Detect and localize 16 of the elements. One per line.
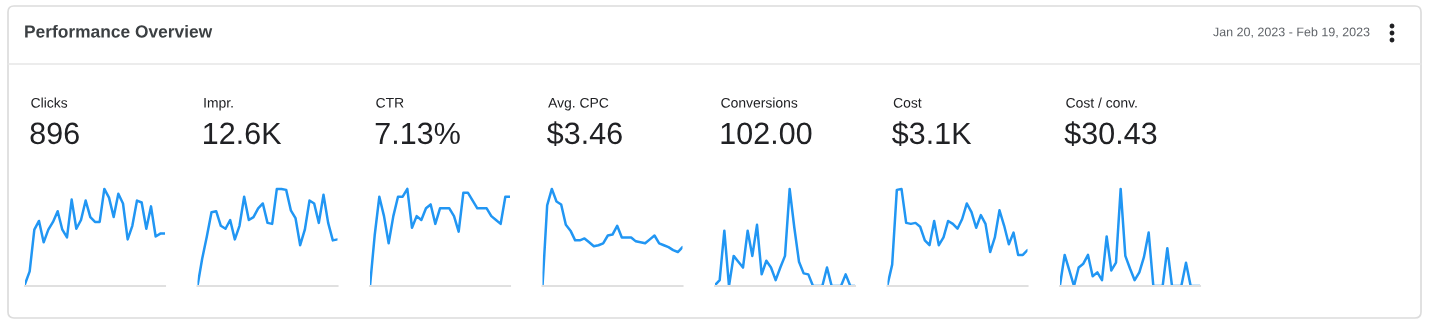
text: Jan 20, 2023 - Feb 19, 2023 bbox=[1213, 27, 1370, 38]
chart-subtitle: $30.43 bbox=[1064, 121, 1157, 147]
chart-subtitle: 896 bbox=[30, 122, 79, 145]
text: Performance Overview bbox=[25, 24, 213, 38]
chart-subtitle: $3.46 bbox=[547, 121, 622, 147]
chart-title: Cost bbox=[893, 97, 922, 108]
chart-title: Avg. CPC bbox=[548, 97, 609, 111]
chart-title: Impr. bbox=[204, 98, 233, 111]
chart-subtitle: 102.00 bbox=[721, 122, 812, 145]
chart-title: CTR bbox=[376, 97, 404, 108]
chart-title: Conversions bbox=[721, 97, 798, 108]
chart-title: Cost / conv. bbox=[1066, 97, 1137, 108]
chart-subtitle: $3.1K bbox=[892, 121, 972, 147]
chart-title: Clicks bbox=[31, 97, 68, 108]
chart-subtitle: 7.13% bbox=[375, 122, 460, 145]
chart-subtitle: 12.6K bbox=[204, 122, 282, 145]
